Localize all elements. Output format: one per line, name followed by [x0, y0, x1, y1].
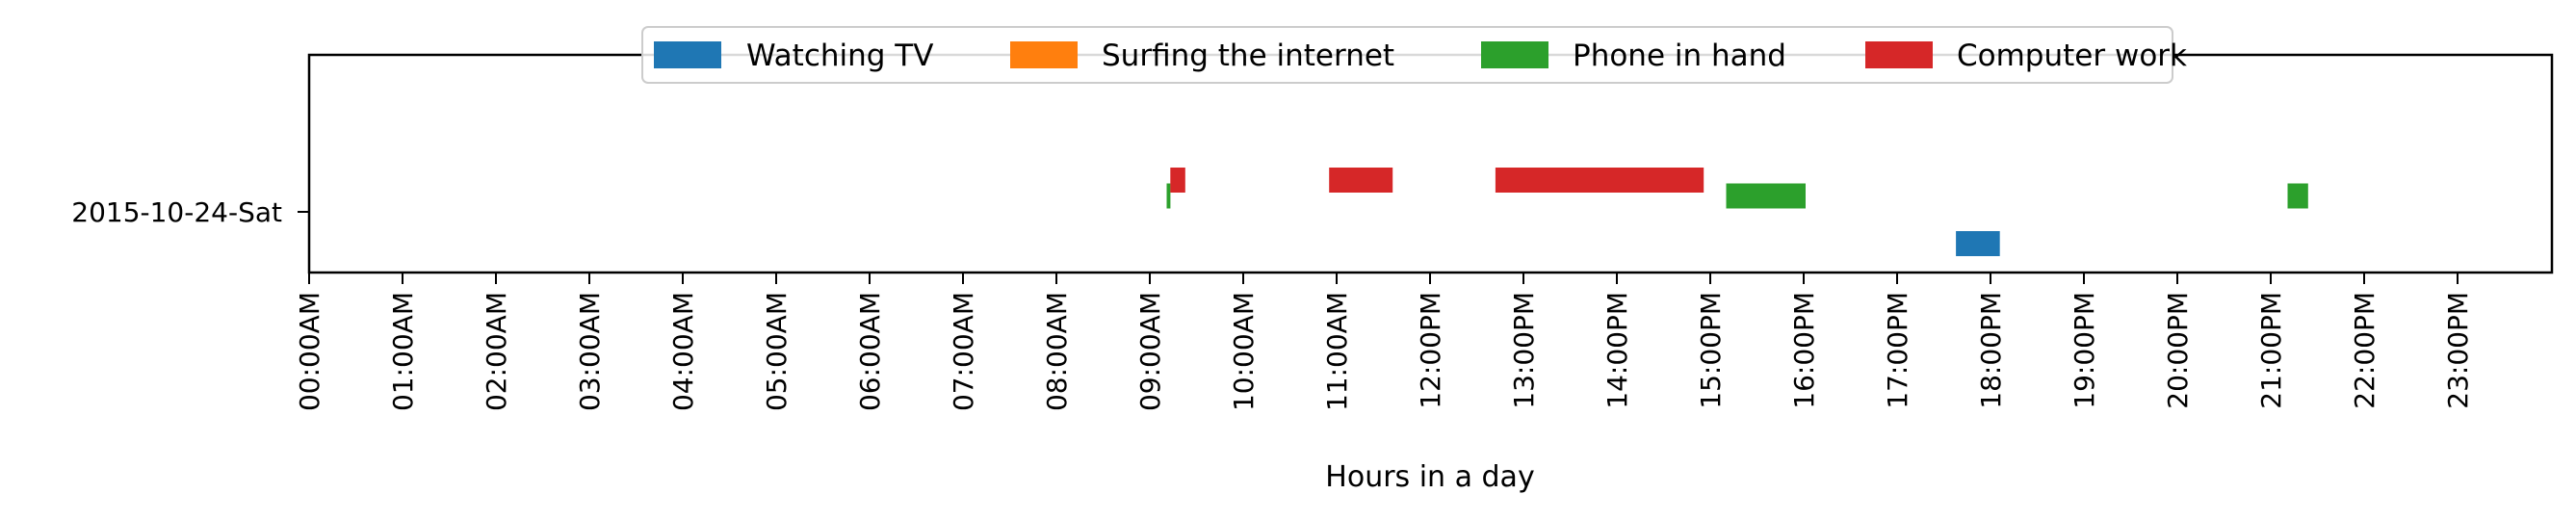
- x-tick-label: 06:00AM: [854, 292, 886, 411]
- x-tick-label: 16:00PM: [1788, 292, 1820, 409]
- x-tick-label: 12:00PM: [1415, 292, 1446, 409]
- legend-frame: [641, 26, 2173, 84]
- legend-swatch-surfing: [1010, 41, 1078, 68]
- bar-phone-in-hand: [1166, 183, 1171, 209]
- bar-phone-in-hand: [2287, 183, 2308, 209]
- x-axis-label: Hours in a day: [1325, 460, 1534, 494]
- legend-swatch-computer: [1865, 41, 1933, 68]
- x-tick-label: 13:00PM: [1508, 292, 1540, 409]
- x-tick-label: 21:00PM: [2255, 292, 2287, 409]
- legend-label-surfing: Surfing the internet: [1102, 39, 1394, 73]
- legend-swatch-watching-tv: [654, 41, 721, 68]
- x-tick-label: 10:00AM: [1228, 292, 1260, 411]
- x-axis: 00:00AM 01:00AM 02:00AM 03:00AM 04:00AM 05:00…: [294, 273, 2474, 411]
- legend-swatch-phone: [1481, 41, 1548, 68]
- y-axis: 2015-10-24-Sat: [71, 196, 309, 228]
- x-tick-label: 18:00PM: [1975, 292, 2007, 409]
- bar-watching-tv: [1956, 231, 2000, 256]
- x-tick-label: 19:00PM: [2069, 292, 2100, 409]
- x-tick-label: 09:00AM: [1134, 292, 1166, 411]
- y-tick-label: 2015-10-24-Sat: [71, 196, 282, 228]
- bars-layer: [1166, 168, 2308, 256]
- plot-frame: [307, 53, 2554, 274]
- x-tick-label: 23:00PM: [2442, 292, 2474, 409]
- x-tick-label: 20:00PM: [2162, 292, 2194, 409]
- x-tick-label: 00:00AM: [294, 292, 325, 411]
- bar-computer-work: [1329, 168, 1393, 193]
- bar-phone-in-hand: [1726, 183, 1806, 209]
- x-tick-label: 07:00AM: [948, 292, 979, 411]
- x-tick-label: 14:00PM: [1601, 292, 1633, 409]
- x-tick-label: 08:00AM: [1041, 292, 1073, 411]
- x-tick-label: 04:00AM: [667, 292, 699, 411]
- x-tick-label: 17:00PM: [1882, 292, 1913, 409]
- x-tick-label: 11:00AM: [1321, 292, 1353, 411]
- legend-label-phone: Phone in hand: [1573, 39, 1786, 73]
- x-tick-label: 15:00PM: [1695, 292, 1727, 409]
- x-tick-label: 02:00AM: [481, 292, 512, 411]
- bar-computer-work: [1495, 168, 1704, 193]
- bar-computer-work: [1170, 168, 1185, 193]
- legend-label-watching-tv: Watching TV: [746, 39, 933, 73]
- x-tick-label: 05:00AM: [761, 292, 793, 411]
- legend-label-computer: Computer work: [1957, 39, 2187, 73]
- x-tick-label: 03:00AM: [574, 292, 606, 411]
- x-tick-label: 22:00PM: [2349, 292, 2381, 409]
- legend: Watching TV Surfing the internet Phone i…: [641, 26, 2187, 84]
- x-tick-label: 01:00AM: [387, 292, 419, 411]
